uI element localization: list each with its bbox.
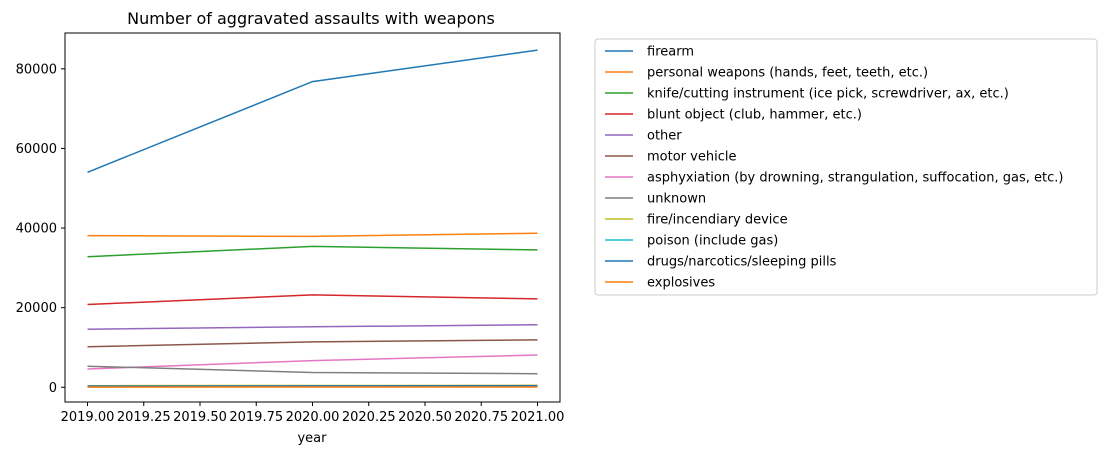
x-tick-label: 2020.00 [286,410,340,425]
x-tick-label: 2019.75 [229,410,283,425]
y-tick-label: 60000 [16,142,57,157]
legend: firearm personal weapons (hands, feet, te… [594,38,1098,296]
x-tick-label: 2019.00 [61,410,115,425]
x-tick-label: 2020.50 [398,410,452,425]
series-line-0 [87,49,538,173]
legend-label: motor vehicle [647,150,736,165]
legend-label: blunt object (club, hammer, etc.) [647,108,862,123]
legend-label: knife/cutting instrument (ice pick, scre… [647,87,1009,102]
legend-label: personal weapons (hands, feet, teeth, et… [647,66,928,81]
legend-label: drugs/narcotics/sleeping pills [647,255,837,270]
y-tick-label: 40000 [16,222,57,237]
y-tick-label: 80000 [16,62,57,77]
series-line-6 [87,354,538,370]
legend-label: explosives [647,276,715,291]
series-line-7 [87,365,538,375]
series-line-2 [87,245,538,258]
x-axis: 2019.00 2019.25 2019.50 2019.75 2020.00 2020.… [61,402,565,425]
chart-title: Number of aggravated assaults with weapo… [127,9,495,28]
x-tick-label: 2019.50 [173,410,227,425]
legend-label: asphyxiation (by drowning, strangulation… [647,171,1063,186]
plot-area [87,49,538,388]
y-axis: 0 20000 40000 60000 80000 [16,62,65,396]
y-tick-label: 0 [49,381,57,396]
legend-label: other [647,129,682,144]
legend-label: fire/incendiary device [647,213,788,228]
series-line-4 [87,324,538,330]
x-tick-label: 2021.00 [511,410,565,425]
x-tick-label: 2020.25 [342,410,396,425]
series-line-3 [87,294,538,306]
series-line-1 [87,232,538,238]
x-tick-label: 2020.75 [454,410,508,425]
legend-label: unknown [647,192,706,207]
legend-label: poison (include gas) [647,234,778,249]
x-axis-label: year [297,431,327,446]
y-tick-label: 20000 [16,301,57,316]
legend-frame [594,38,1098,296]
series-line-5 [87,339,538,348]
x-tick-label: 2019.25 [117,410,171,425]
legend-label: firearm [647,45,694,60]
plot-frame [64,32,561,403]
